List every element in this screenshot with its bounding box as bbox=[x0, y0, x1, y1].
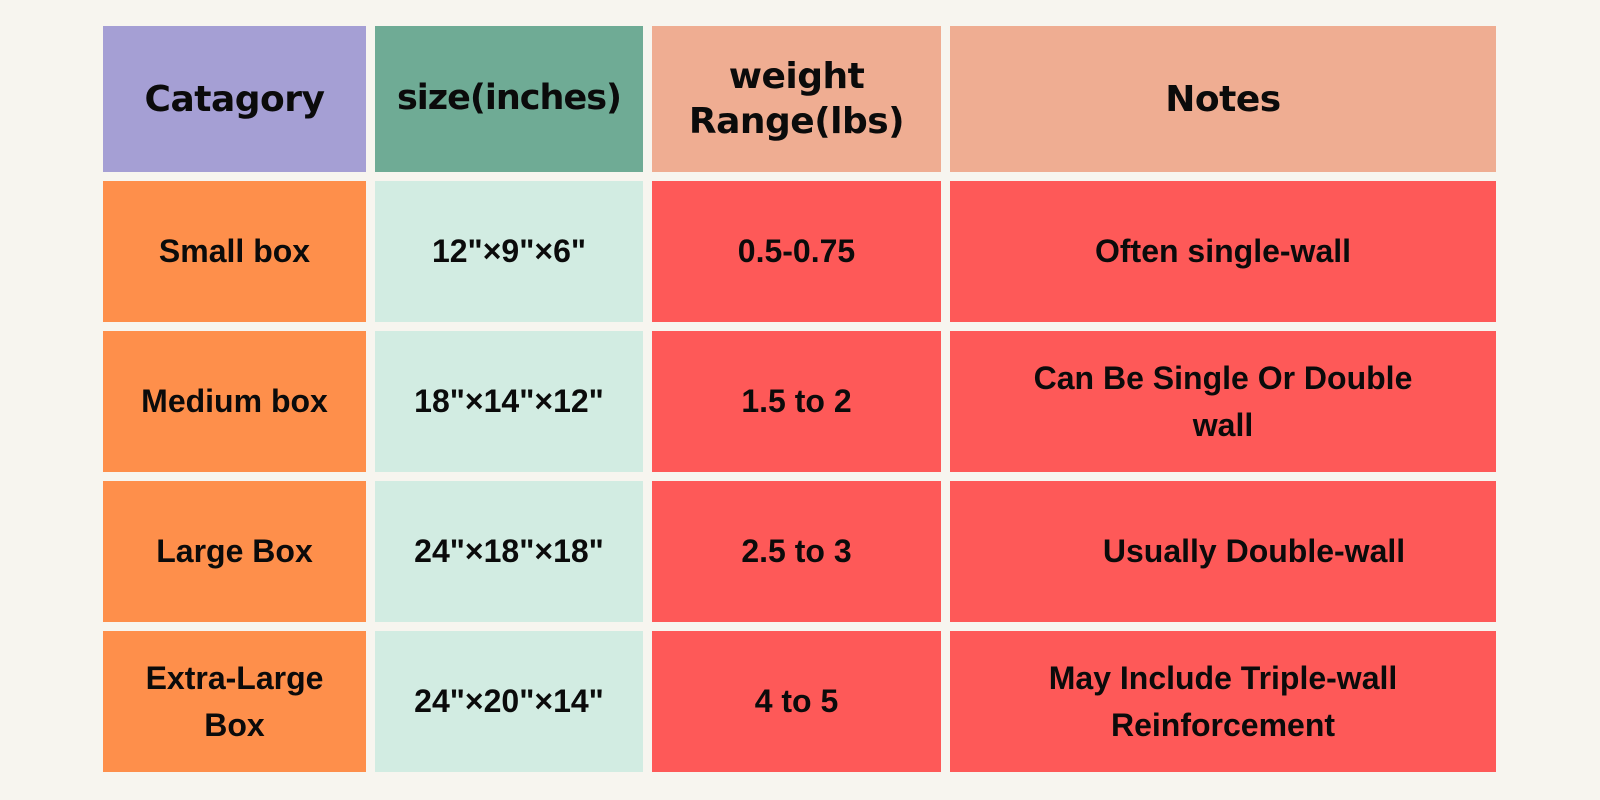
table-cell-category: Small box bbox=[103, 181, 366, 322]
header-category: Catagory bbox=[103, 26, 366, 172]
cell-text: 18"×14"×12" bbox=[414, 383, 604, 420]
box-size-table: Catagory size(inches) weight Range(lbs) … bbox=[103, 26, 1496, 772]
cell-text: Can Be Single Or Double wall bbox=[1033, 360, 1413, 443]
cell-text: 24"×20"×14" bbox=[414, 683, 604, 720]
table-cell-weight: 1.5 to 2 bbox=[652, 331, 941, 472]
header-size-label: size(inches) bbox=[396, 78, 622, 119]
header-weight-range-label: weight Range(lbs) bbox=[688, 56, 905, 142]
header-size: size(inches) bbox=[375, 26, 643, 172]
cell-text: Small box bbox=[158, 233, 311, 270]
cell-text: Extra-Large Box bbox=[145, 660, 324, 743]
cell-text: May Include Triple-wall Reinforcement bbox=[1048, 660, 1398, 743]
header-notes: Notes bbox=[950, 26, 1496, 172]
header-category-label: Catagory bbox=[144, 78, 325, 120]
table-cell-category: Large Box bbox=[103, 481, 366, 622]
table-cell-weight: 2.5 to 3 bbox=[652, 481, 941, 622]
cell-text: 1.5 to 2 bbox=[741, 383, 852, 420]
table-cell-size: 18"×14"×12" bbox=[375, 331, 643, 472]
cell-text: Usually Double-wall bbox=[1102, 533, 1406, 570]
cell-text: 12"×9"×6" bbox=[431, 233, 587, 270]
cell-text: 4 to 5 bbox=[754, 683, 839, 720]
table-cell-category: Extra-Large Box bbox=[103, 631, 366, 772]
table-cell-notes: Often single-wall bbox=[950, 181, 1496, 322]
cell-text: Large Box bbox=[156, 533, 313, 570]
table-cell-weight: 0.5-0.75 bbox=[652, 181, 941, 322]
cell-text: Medium box bbox=[141, 383, 328, 420]
cell-text: 24"×18"×18" bbox=[414, 533, 604, 570]
header-notes-label: Notes bbox=[1165, 78, 1281, 120]
table-cell-notes: Can Be Single Or Double wall bbox=[950, 331, 1496, 472]
table-cell-weight: 4 to 5 bbox=[652, 631, 941, 772]
table-cell-size: 24"×20"×14" bbox=[375, 631, 643, 772]
cell-text: 0.5-0.75 bbox=[737, 233, 856, 270]
cell-text: Often single-wall bbox=[1094, 233, 1352, 270]
header-weight-range: weight Range(lbs) bbox=[652, 26, 941, 172]
table-cell-size: 24"×18"×18" bbox=[375, 481, 643, 622]
table-cell-category: Medium box bbox=[103, 331, 366, 472]
table-cell-size: 12"×9"×6" bbox=[375, 181, 643, 322]
table-cell-notes: Usually Double-wall bbox=[950, 481, 1496, 622]
cell-text: 2.5 to 3 bbox=[741, 533, 852, 570]
table-cell-notes: May Include Triple-wall Reinforcement bbox=[950, 631, 1496, 772]
